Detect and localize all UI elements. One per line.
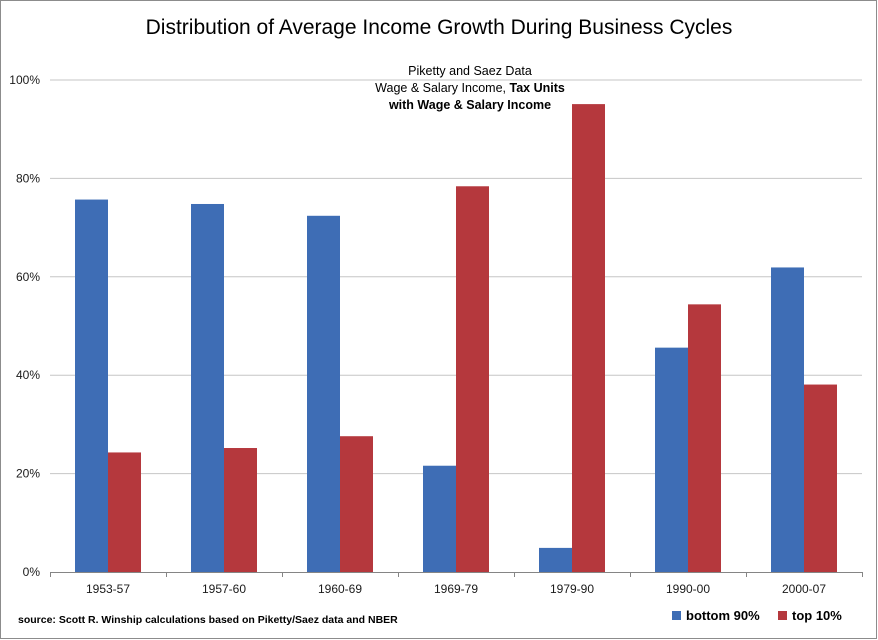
legend-swatch-top-10 bbox=[778, 611, 787, 620]
x-tick-label: 2000-07 bbox=[782, 582, 826, 596]
chart-subtitle-line2: Wage & Salary Income, Tax Units bbox=[375, 81, 565, 95]
bar-top-10-1957-60 bbox=[224, 448, 257, 572]
chart-subtitle-line2-bold: Tax Units bbox=[509, 81, 564, 95]
y-tick-label: 100% bbox=[9, 73, 40, 87]
x-axis-ticks: 1953-57 1957-60 1960-69 1969-79 1979-90 1990-… bbox=[86, 582, 826, 596]
x-tick-label: 1969-79 bbox=[434, 582, 478, 596]
bar-top-10-1953-57 bbox=[108, 452, 141, 572]
x-tick-label: 1953-57 bbox=[86, 582, 130, 596]
y-tick-label: 40% bbox=[16, 368, 40, 382]
bars bbox=[75, 104, 837, 573]
bar-bottom-90-1953-57 bbox=[75, 199, 108, 572]
x-axis bbox=[50, 572, 863, 577]
legend: bottom 90% top 10% bbox=[672, 608, 842, 623]
y-axis-ticks: 0% 20% 40% 60% 80% 100% bbox=[9, 73, 40, 579]
chart-subtitle-line2-regular: Wage & Salary Income, bbox=[375, 81, 509, 95]
bar-top-10-1960-69 bbox=[340, 436, 373, 572]
y-tick-label: 20% bbox=[16, 467, 40, 481]
chart-subtitle-line3: with Wage & Salary Income bbox=[388, 98, 551, 112]
y-tick-label: 60% bbox=[16, 270, 40, 284]
bar-bottom-90-1957-60 bbox=[191, 203, 224, 572]
source-note: source: Scott R. Winship calculations ba… bbox=[18, 614, 398, 626]
bar-top-10-1979-90 bbox=[572, 104, 605, 572]
legend-label-bottom-90: bottom 90% bbox=[686, 608, 760, 623]
bar-bottom-90-2000-07 bbox=[771, 267, 804, 572]
x-tick-label: 1960-69 bbox=[318, 582, 362, 596]
chart-title: Distribution of Average Income Growth Du… bbox=[146, 16, 733, 39]
bar-bottom-90-1979-90 bbox=[539, 547, 572, 572]
x-tick-label: 1990-00 bbox=[666, 582, 710, 596]
bar-bottom-90-1969-79 bbox=[423, 465, 456, 572]
bar-bottom-90-1960-69 bbox=[307, 215, 340, 573]
legend-label-top-10: top 10% bbox=[792, 608, 842, 623]
bar-bottom-90-1990-00 bbox=[655, 347, 688, 572]
bar-top-10-2000-07 bbox=[804, 384, 837, 572]
legend-swatch-bottom-90 bbox=[672, 611, 681, 620]
y-tick-label: 80% bbox=[16, 171, 40, 185]
bar-top-10-1969-79 bbox=[456, 186, 489, 572]
y-tick-label: 0% bbox=[23, 565, 41, 579]
bar-top-10-1990-00 bbox=[688, 304, 721, 572]
x-tick-label: 1979-90 bbox=[550, 582, 594, 596]
chart-subtitle-line1: Piketty and Saez Data bbox=[408, 64, 532, 78]
x-tick-label: 1957-60 bbox=[202, 582, 246, 596]
